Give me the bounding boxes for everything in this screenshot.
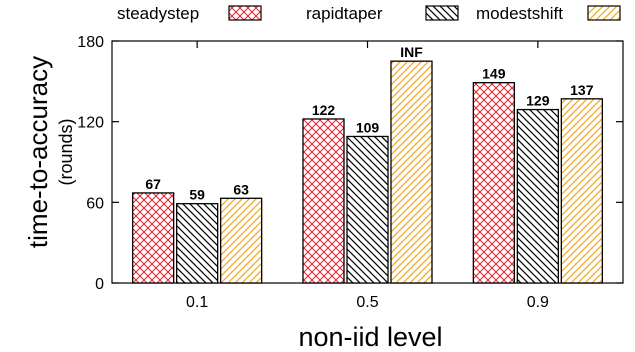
bar-modestshift-0.1	[220, 197, 263, 284]
x-axis-title: non-iid level	[298, 322, 442, 352]
x-tick-label: 0.5	[356, 294, 378, 311]
bar-steadystep-0.1	[132, 192, 175, 284]
data-label: 137	[570, 82, 594, 98]
bar-rapidtaper-0.1	[176, 203, 219, 284]
data-label: 67	[145, 176, 161, 192]
legend-swatch-rapidtaper	[425, 5, 459, 21]
legend-label-modestshift: modestshift	[476, 4, 563, 23]
data-labels: 67 59 63 122 109 INF 149 129 137	[145, 44, 593, 203]
x-tick-label: 0.1	[186, 294, 208, 311]
data-label: 122	[312, 102, 336, 118]
bar-rapidtaper-0.9	[516, 108, 559, 284]
bar-modestshift-0.5	[390, 60, 433, 284]
bar-steadystep-0.9	[472, 82, 515, 284]
bar-steadystep-0.5	[302, 118, 345, 284]
y-axis-unit: (rounds)	[56, 118, 76, 185]
legend-label-rapidtaper: rapidtaper	[306, 4, 383, 23]
y-tick-label: 60	[86, 195, 104, 212]
legend-swatch-modestshift	[587, 5, 621, 21]
data-label: 129	[526, 93, 550, 109]
x-tick-label: 0.9	[527, 294, 549, 311]
y-axis-title: time-to-accuracy	[23, 56, 53, 248]
data-label: 59	[189, 187, 205, 203]
y-tick-label: 180	[77, 34, 104, 51]
legend-label-steadystep: steadystep	[117, 4, 199, 23]
y-tick-label: 120	[77, 115, 104, 132]
axes: 0 60 120 180 0.1 0.5 0.9 non-iid level time-to-a…	[23, 34, 624, 352]
y-tick-label: 0	[95, 276, 104, 293]
data-label: 149	[482, 66, 506, 82]
data-label: 63	[233, 181, 249, 197]
bar-modestshift-0.9	[560, 98, 603, 284]
legend: steadystep rapidtaper modestshift	[117, 4, 621, 23]
data-label: INF	[400, 44, 423, 60]
legend-swatch-steadystep	[228, 5, 262, 21]
data-label: 109	[356, 119, 380, 135]
bars	[132, 60, 603, 284]
bar-rapidtaper-0.5	[346, 135, 389, 284]
